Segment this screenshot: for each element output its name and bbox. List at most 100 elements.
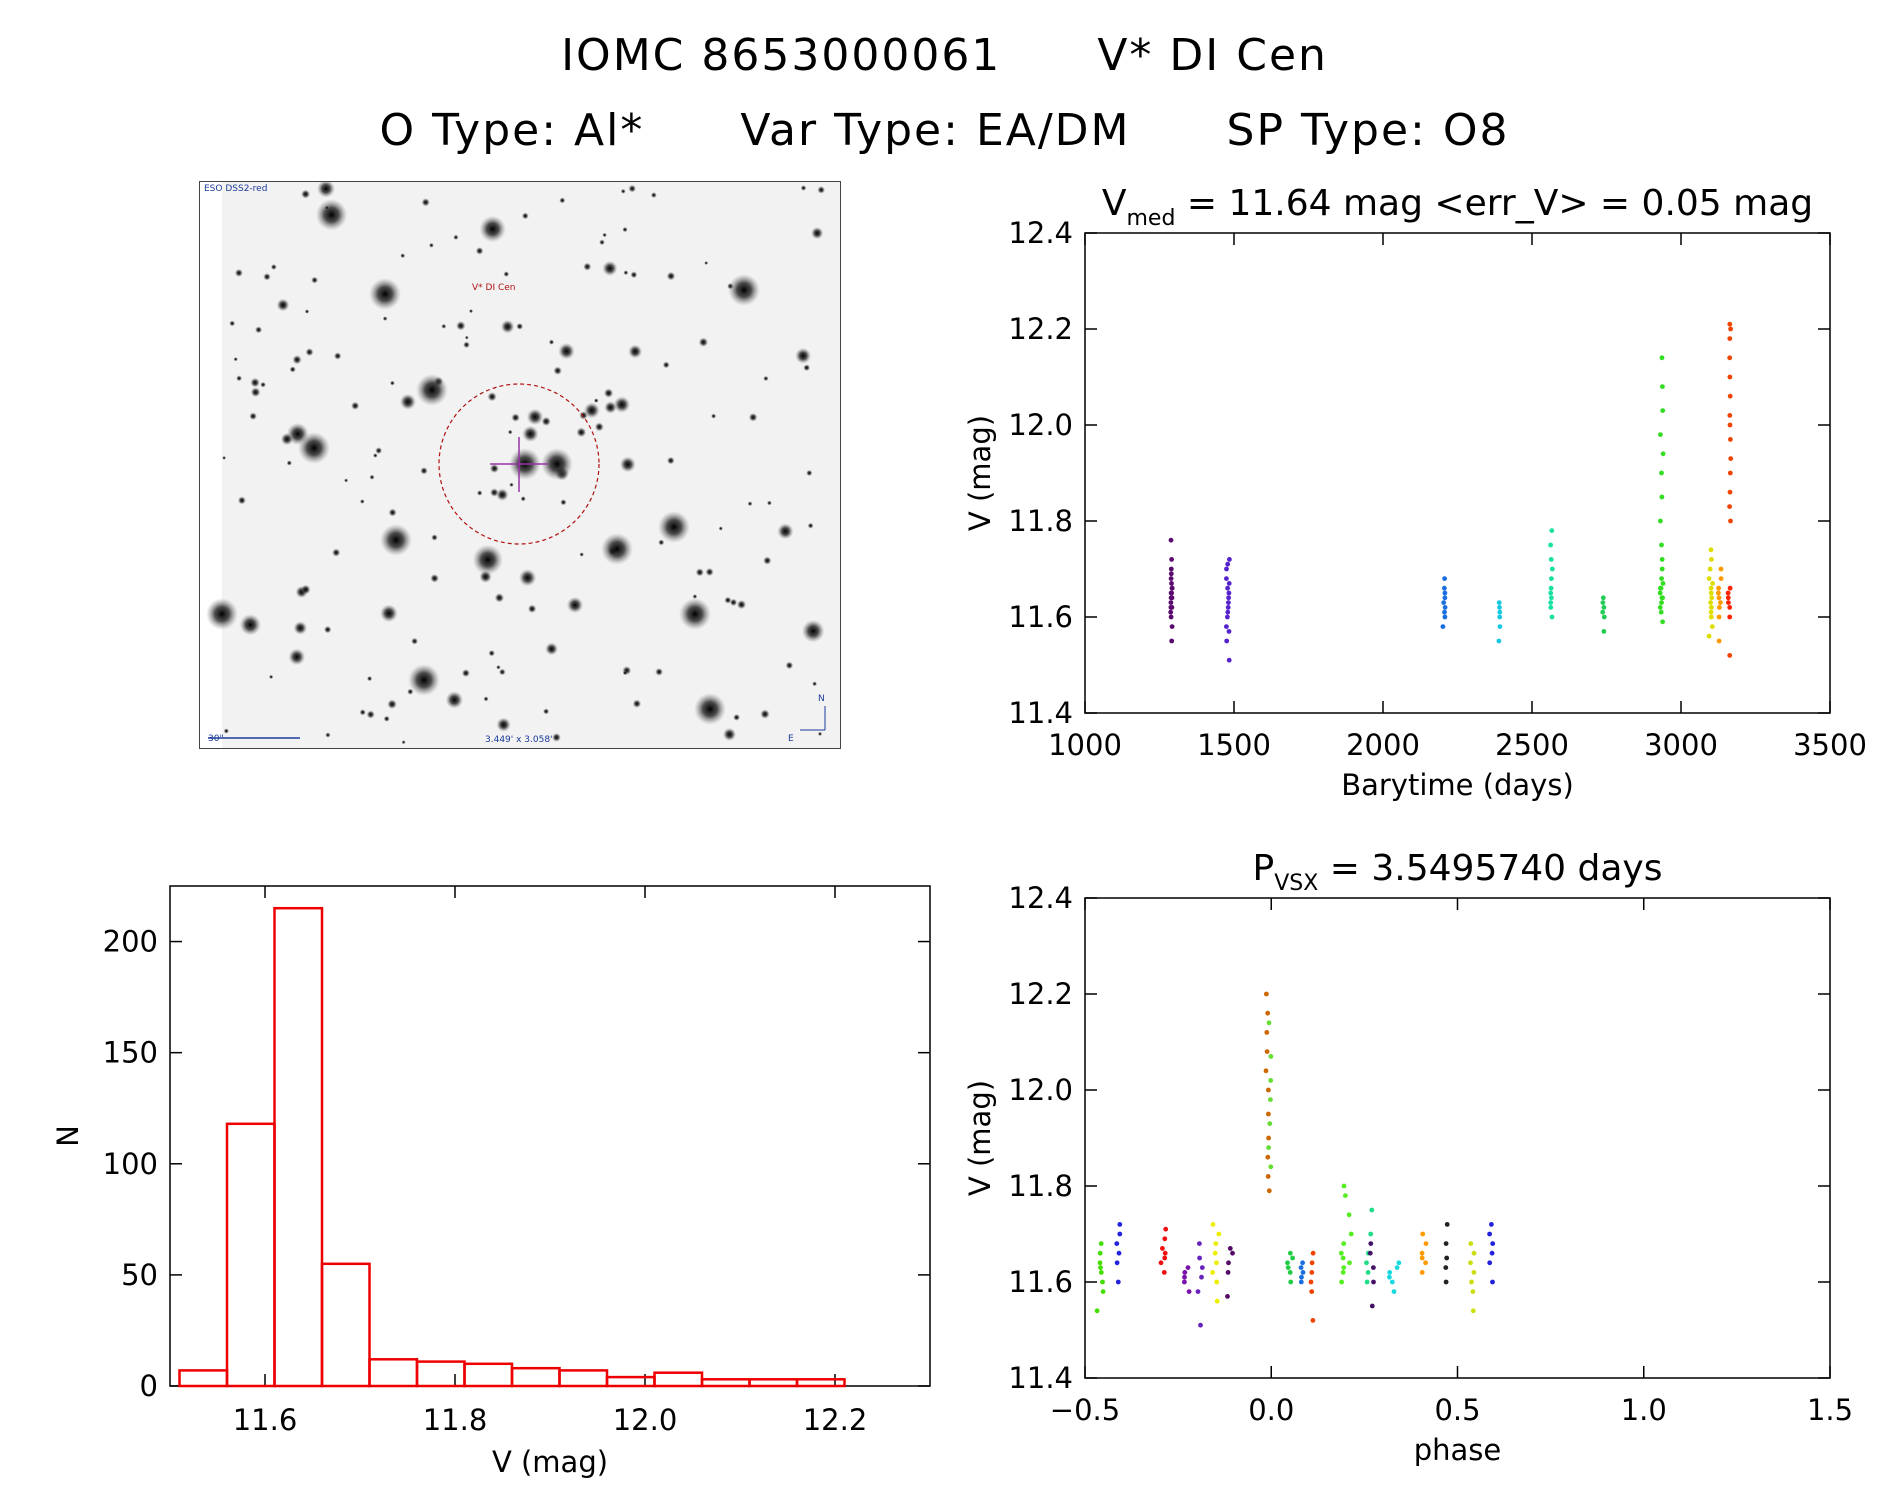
data-point <box>1185 1265 1191 1270</box>
data-point <box>1226 581 1232 586</box>
data-point <box>1226 600 1231 605</box>
field-star <box>655 667 664 676</box>
field-star <box>223 728 229 734</box>
field-star <box>388 508 397 517</box>
data-point <box>1728 518 1733 524</box>
data-point <box>1660 619 1665 625</box>
data-point <box>1168 571 1174 577</box>
data-point <box>1264 1049 1270 1054</box>
field-star <box>487 392 497 402</box>
data-point <box>1549 595 1554 601</box>
data-point <box>1727 355 1733 361</box>
data-point <box>1728 326 1733 332</box>
field-star <box>293 621 308 635</box>
field-star <box>359 499 365 504</box>
plot-frame <box>1084 897 1831 1379</box>
figure-title: IOMC 8653000061 V* DI Cen <box>0 30 1889 81</box>
data-point <box>1659 595 1665 601</box>
data-point <box>1226 595 1231 601</box>
data-point <box>1340 1255 1346 1261</box>
field-star <box>795 347 812 364</box>
data-point <box>1169 624 1175 629</box>
data-point <box>1497 605 1502 610</box>
data-point <box>1660 384 1665 389</box>
y-tick-label: 12.0 <box>1008 1073 1073 1107</box>
data-point <box>1727 504 1732 509</box>
field-star <box>583 402 600 419</box>
data-point <box>1727 489 1733 495</box>
field-star <box>476 490 483 496</box>
data-point <box>1548 600 1554 605</box>
chart-title: PVSX = 3.5495740 days <box>1253 848 1663 896</box>
data-point <box>1158 1260 1164 1266</box>
field-star <box>817 731 823 737</box>
data-point <box>1444 1255 1450 1261</box>
field-star <box>527 604 537 614</box>
data-point <box>1548 557 1554 562</box>
star-name: V* DI Cen <box>1097 30 1328 81</box>
data-point <box>1601 614 1607 620</box>
data-point <box>1659 557 1665 562</box>
field-star <box>509 482 514 488</box>
data-point <box>1727 374 1733 380</box>
field-star <box>496 488 509 502</box>
data-point <box>1299 1274 1304 1280</box>
field-star <box>518 569 537 587</box>
data-point <box>1487 1260 1493 1266</box>
field-star <box>666 456 675 465</box>
lightcurve-panel: 1000 1500 2000 2500 3000 3500 11.4 11.6 11.8 12.0… <box>940 165 1880 829</box>
field-star <box>777 523 794 540</box>
data-point <box>1225 561 1231 567</box>
data-point <box>1285 1260 1290 1266</box>
bright-star <box>728 274 760 306</box>
bright-star <box>380 524 412 556</box>
data-point <box>1659 566 1665 572</box>
data-point <box>1169 581 1174 586</box>
field-star <box>463 341 470 349</box>
field-star <box>800 185 807 191</box>
field-star <box>622 226 628 233</box>
bright-star <box>206 598 238 630</box>
data-point <box>1387 1274 1392 1280</box>
field-star <box>372 453 378 458</box>
data-point <box>1600 595 1606 601</box>
data-point <box>1442 595 1448 601</box>
field-star <box>468 309 474 314</box>
data-point <box>1341 1241 1347 1246</box>
data-point <box>1657 605 1663 610</box>
data-point <box>1117 1231 1123 1237</box>
data-point <box>1310 1318 1316 1323</box>
data-point <box>1469 1279 1474 1285</box>
data-point <box>1162 1255 1168 1261</box>
data-point <box>1727 336 1733 341</box>
field-star <box>382 316 388 321</box>
histogram-bar <box>368 1358 419 1388</box>
data-point <box>1368 1241 1374 1246</box>
data-point <box>1212 1250 1218 1256</box>
plot-frame <box>1084 232 1831 714</box>
data-point <box>1290 1255 1295 1261</box>
field-star <box>526 408 544 426</box>
field-star <box>475 247 484 255</box>
data-point <box>1497 609 1503 615</box>
field-star <box>286 460 292 466</box>
bright-star <box>541 448 573 480</box>
field-star <box>229 320 236 327</box>
field-star <box>456 321 466 331</box>
data-point <box>1716 638 1722 644</box>
data-point <box>1716 585 1721 591</box>
histogram-chart: 11.6 11.8 12.0 12.2 0 50 100 150 200 V (mag) N <box>51 885 931 1479</box>
east-label: E <box>788 734 794 744</box>
data-point <box>1548 590 1554 596</box>
field-star <box>722 727 737 742</box>
field-star <box>807 522 814 529</box>
data-point <box>1287 1270 1293 1275</box>
y-tick-label: 11.4 <box>1008 696 1073 730</box>
histogram-bar <box>558 1369 609 1388</box>
field-star <box>401 740 406 745</box>
data-point <box>1266 1087 1271 1093</box>
field-star <box>698 337 709 347</box>
data-point <box>1308 1279 1314 1285</box>
field-star <box>599 239 605 246</box>
field-star <box>366 710 375 719</box>
